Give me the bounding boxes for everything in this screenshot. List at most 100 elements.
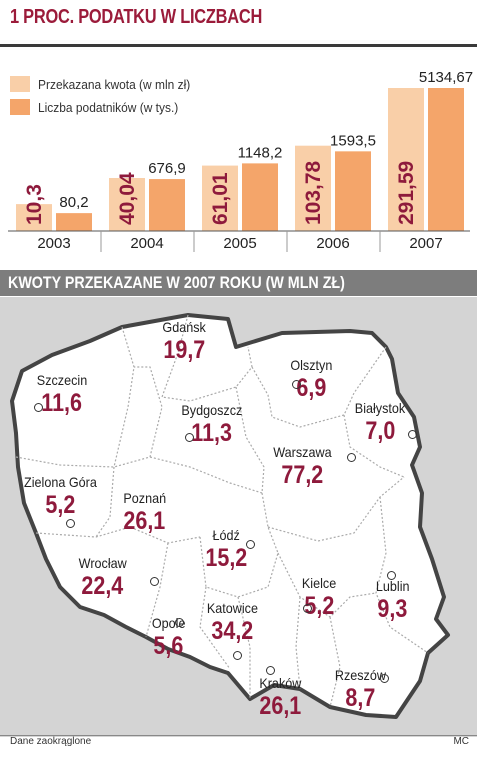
city-marker-icon <box>185 433 194 442</box>
city-name: Rzeszów <box>334 667 386 683</box>
country-border <box>10 313 450 719</box>
city-value: 22,4 <box>81 572 124 600</box>
city-value: 7,0 <box>365 417 395 445</box>
legend-label-taxpayers: Liczba podatników (w tys.) <box>38 99 179 115</box>
city-szczecin: Szczecin 11,6 <box>34 372 90 416</box>
city-marker-icon <box>303 604 312 613</box>
city-marker-icon <box>408 430 417 439</box>
data-label-taxpayers-2003: 80,2 <box>59 194 88 211</box>
city-marker-icon <box>66 519 75 528</box>
footer-note: Dane zaokrąglone <box>10 736 92 747</box>
data-label-taxpayers-2006: 1593,5 <box>330 132 376 149</box>
legend-swatch-amount <box>10 76 30 92</box>
city-marker-icon <box>387 571 396 580</box>
data-label-amount-2003: 10,3 <box>23 184 46 225</box>
city-value: 77,2 <box>281 461 324 489</box>
city-name: Wrocław <box>78 555 127 571</box>
city-białystok: Białystok 7,0 <box>352 400 408 444</box>
footer-rule <box>0 735 477 736</box>
legend-item-taxpayers: Liczba podatników (w tys.) <box>10 98 203 116</box>
legend-label-amount: Przekazana kwota (w mln zł) <box>38 76 191 92</box>
data-label-amount-2006: 103,78 <box>302 160 325 225</box>
city-lublin: Lublin 9,3 <box>374 578 411 622</box>
title-rule <box>0 44 477 47</box>
bar-taxpayers-2004 <box>149 179 185 231</box>
data-label-amount-2005: 61,01 <box>209 172 232 225</box>
city-value: 19,7 <box>163 336 206 364</box>
bar-amount-2004 <box>109 178 145 231</box>
city-name: Olsztyn <box>290 357 333 373</box>
city-łódź: Łódź 15,2 <box>202 527 251 571</box>
data-label-amount-2004: 40,04 <box>116 172 139 225</box>
city-value: 5,6 <box>153 632 184 660</box>
city-value: 8,7 <box>345 684 376 712</box>
city-kielce: Kielce 5,2 <box>300 575 338 619</box>
city-value: 5,2 <box>45 491 76 519</box>
city-bydgoszcz: Bydgoszcz 11,3 <box>178 402 246 446</box>
city-value: 6,9 <box>296 374 327 402</box>
city-marker-icon <box>233 651 242 660</box>
city-marker-icon <box>347 453 356 462</box>
city-name: Gdańsk <box>162 319 207 335</box>
city-value: 11,6 <box>41 389 83 417</box>
data-label-amount-2007: 291,59 <box>395 161 418 225</box>
city-marker-icon <box>34 403 43 412</box>
city-marker-icon <box>246 540 255 549</box>
map-outline <box>10 313 450 719</box>
bar-amount-2006 <box>295 145 331 231</box>
x-tick-label-2006: 2006 <box>316 235 349 252</box>
city-marker-icon <box>380 674 389 683</box>
city-name: Białystok <box>354 400 406 416</box>
city-warszawa: Warszawa 77,2 <box>270 444 335 488</box>
city-katowice: Katowice 34,2 <box>204 600 261 644</box>
city-name: Szczecin <box>36 372 88 388</box>
city-name: Kraków <box>259 675 302 691</box>
bar-taxpayers-2006 <box>335 151 371 231</box>
bar-amount-2007 <box>388 88 424 231</box>
city-name: Bydgoszcz <box>181 402 243 418</box>
legend-swatch-taxpayers <box>10 99 30 115</box>
x-tick-label-2003: 2003 <box>37 235 70 252</box>
data-label-taxpayers-2004: 676,9 <box>148 160 186 177</box>
city-value: 26,1 <box>259 692 302 720</box>
city-value: 34,2 <box>211 617 254 645</box>
bar-amount-2003 <box>16 204 52 231</box>
city-name: Poznań <box>122 490 166 506</box>
x-tick-label-2005: 2005 <box>223 235 256 252</box>
city-name: Warszawa <box>273 444 332 460</box>
city-value: 15,2 <box>205 544 248 572</box>
legend: Przekazana kwota (w mln zł) Liczba podat… <box>10 75 203 121</box>
city-marker-icon <box>266 666 275 675</box>
city-marker-icon <box>175 618 184 627</box>
city-name: Zielona Góra <box>24 474 97 490</box>
bar-taxpayers-2003 <box>56 213 92 231</box>
city-zielona-góra: Zielona Góra 5,2 <box>20 474 101 518</box>
city-marker-icon <box>292 380 301 389</box>
legend-item-amount: Przekazana kwota (w mln zł) <box>10 75 203 93</box>
city-olsztyn: Olsztyn 6,9 <box>288 357 335 401</box>
poland-map: Gdańsk 19,7 Olsztyn 6,9 Szczecin 11,6 Bydgoszc… <box>0 297 477 737</box>
city-kraków: Kraków 26,1 <box>256 675 305 719</box>
bar-taxpayers-2007 <box>428 88 464 231</box>
city-rzeszów: Rzeszów 8,7 <box>332 667 389 711</box>
voivodeship-borders <box>15 314 429 708</box>
city-wrocław: Wrocław 22,4 <box>76 555 129 599</box>
city-name: Kielce <box>301 575 337 591</box>
x-tick-label-2007: 2007 <box>409 235 442 252</box>
data-label-taxpayers-2007: 5134,67 <box>419 69 473 86</box>
footer-credit: MC <box>453 736 469 747</box>
data-label-taxpayers-2005: 1148,2 <box>238 144 283 161</box>
city-name: Łódź <box>212 527 240 543</box>
bar-amount-2005 <box>202 165 238 231</box>
city-name: Katowice <box>206 600 258 616</box>
city-name: Lublin <box>375 578 410 594</box>
city-value: 11,3 <box>191 419 233 447</box>
x-tick-label-2004: 2004 <box>130 235 163 252</box>
map-section-header: KWOTY PRZEKAZANE W 2007 ROKU (W MLN ZŁ) <box>0 270 477 296</box>
bar-taxpayers-2005 <box>242 163 278 231</box>
city-gdańsk: Gdańsk 19,7 <box>160 319 209 363</box>
city-value: 9,3 <box>377 595 408 623</box>
city-poznań: Poznań 26,1 <box>120 490 169 534</box>
page-title: 1 PROC. PODATKU W LICZBACH <box>10 6 263 28</box>
city-value: 26,1 <box>123 507 166 535</box>
